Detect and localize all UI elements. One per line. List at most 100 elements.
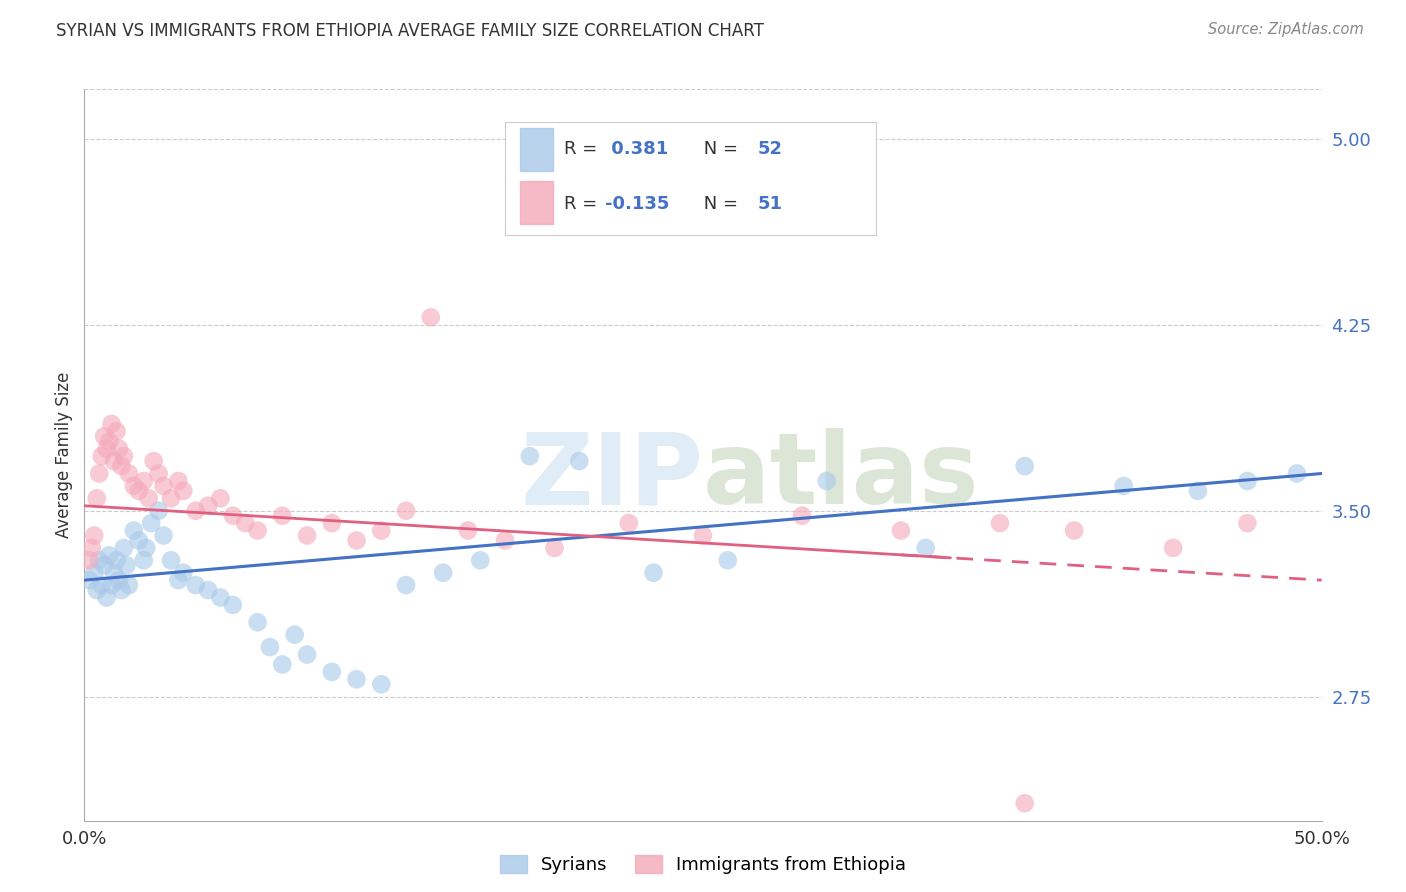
Point [184,578,207,592]
Point [432,566,454,580]
Point [395,504,418,518]
Point [141,516,163,530]
Point [128,533,150,548]
Point [209,491,232,506]
Text: Source: ZipAtlas.com: Source: ZipAtlas.com [1208,22,1364,37]
Point [100,417,122,431]
Point [152,528,174,542]
Point [321,665,343,679]
Point [112,449,135,463]
Point [370,524,392,538]
Point [1187,483,1209,498]
Point [1063,524,1085,538]
Point [1112,479,1135,493]
Point [90,449,112,463]
Point [1014,797,1036,811]
Legend: Syrians, Immigrants from Ethiopia: Syrians, Immigrants from Ethiopia [491,846,915,883]
Point [790,508,813,523]
Point [167,573,190,587]
Point [79,573,101,587]
Point [271,657,294,672]
Point [457,524,479,538]
Point [284,628,307,642]
Point [148,467,170,481]
Point [222,508,245,523]
Text: SYRIAN VS IMMIGRANTS FROM ETHIOPIA AVERAGE FAMILY SIZE CORRELATION CHART: SYRIAN VS IMMIGRANTS FROM ETHIOPIA AVERA… [56,22,763,40]
Point [98,549,121,563]
Point [100,578,122,592]
Point [132,474,155,488]
Point [112,541,135,555]
Point [717,553,740,567]
Point [815,474,838,488]
Point [197,499,219,513]
Point [370,677,392,691]
Point [138,491,160,506]
Point [160,491,183,506]
Point [105,553,128,567]
Point [222,598,245,612]
Point [118,467,141,481]
Point [395,578,418,592]
Point [271,508,294,523]
Point [543,541,565,555]
Point [184,504,207,518]
Point [346,533,368,548]
Point [1236,474,1258,488]
Point [98,434,121,449]
Point [246,524,269,538]
Text: atlas: atlas [703,428,980,525]
Point [83,528,105,542]
Point [108,573,131,587]
Point [83,566,105,580]
Point [1285,467,1308,481]
Point [172,566,194,580]
Point [321,516,343,530]
Point [419,310,441,325]
Point [172,483,194,498]
Point [122,524,145,538]
Point [470,553,492,567]
Point [643,566,665,580]
Point [246,615,269,630]
Point [103,454,125,468]
Point [1236,516,1258,530]
Point [135,541,157,555]
Point [148,504,170,518]
Point [93,558,115,573]
Point [110,582,132,597]
Point [118,578,141,592]
Point [110,459,132,474]
Point [79,553,101,567]
Point [259,640,281,654]
Point [295,528,318,542]
Point [132,553,155,567]
Point [692,528,714,542]
Point [86,582,108,597]
Point [209,591,232,605]
Point [197,582,219,597]
Point [142,454,165,468]
Point [115,558,138,573]
Point [890,524,912,538]
Point [103,566,125,580]
Point [346,673,368,687]
Point [160,553,183,567]
Point [128,483,150,498]
Point [152,479,174,493]
Point [122,479,145,493]
Point [90,578,112,592]
Point [105,425,128,439]
Point [1014,459,1036,474]
Point [108,442,131,456]
Point [617,516,640,530]
Point [96,442,118,456]
Point [988,516,1011,530]
Point [80,541,103,555]
Point [96,591,118,605]
Point [86,491,108,506]
Point [494,533,516,548]
Point [233,516,256,530]
Point [914,541,936,555]
Point [167,474,190,488]
